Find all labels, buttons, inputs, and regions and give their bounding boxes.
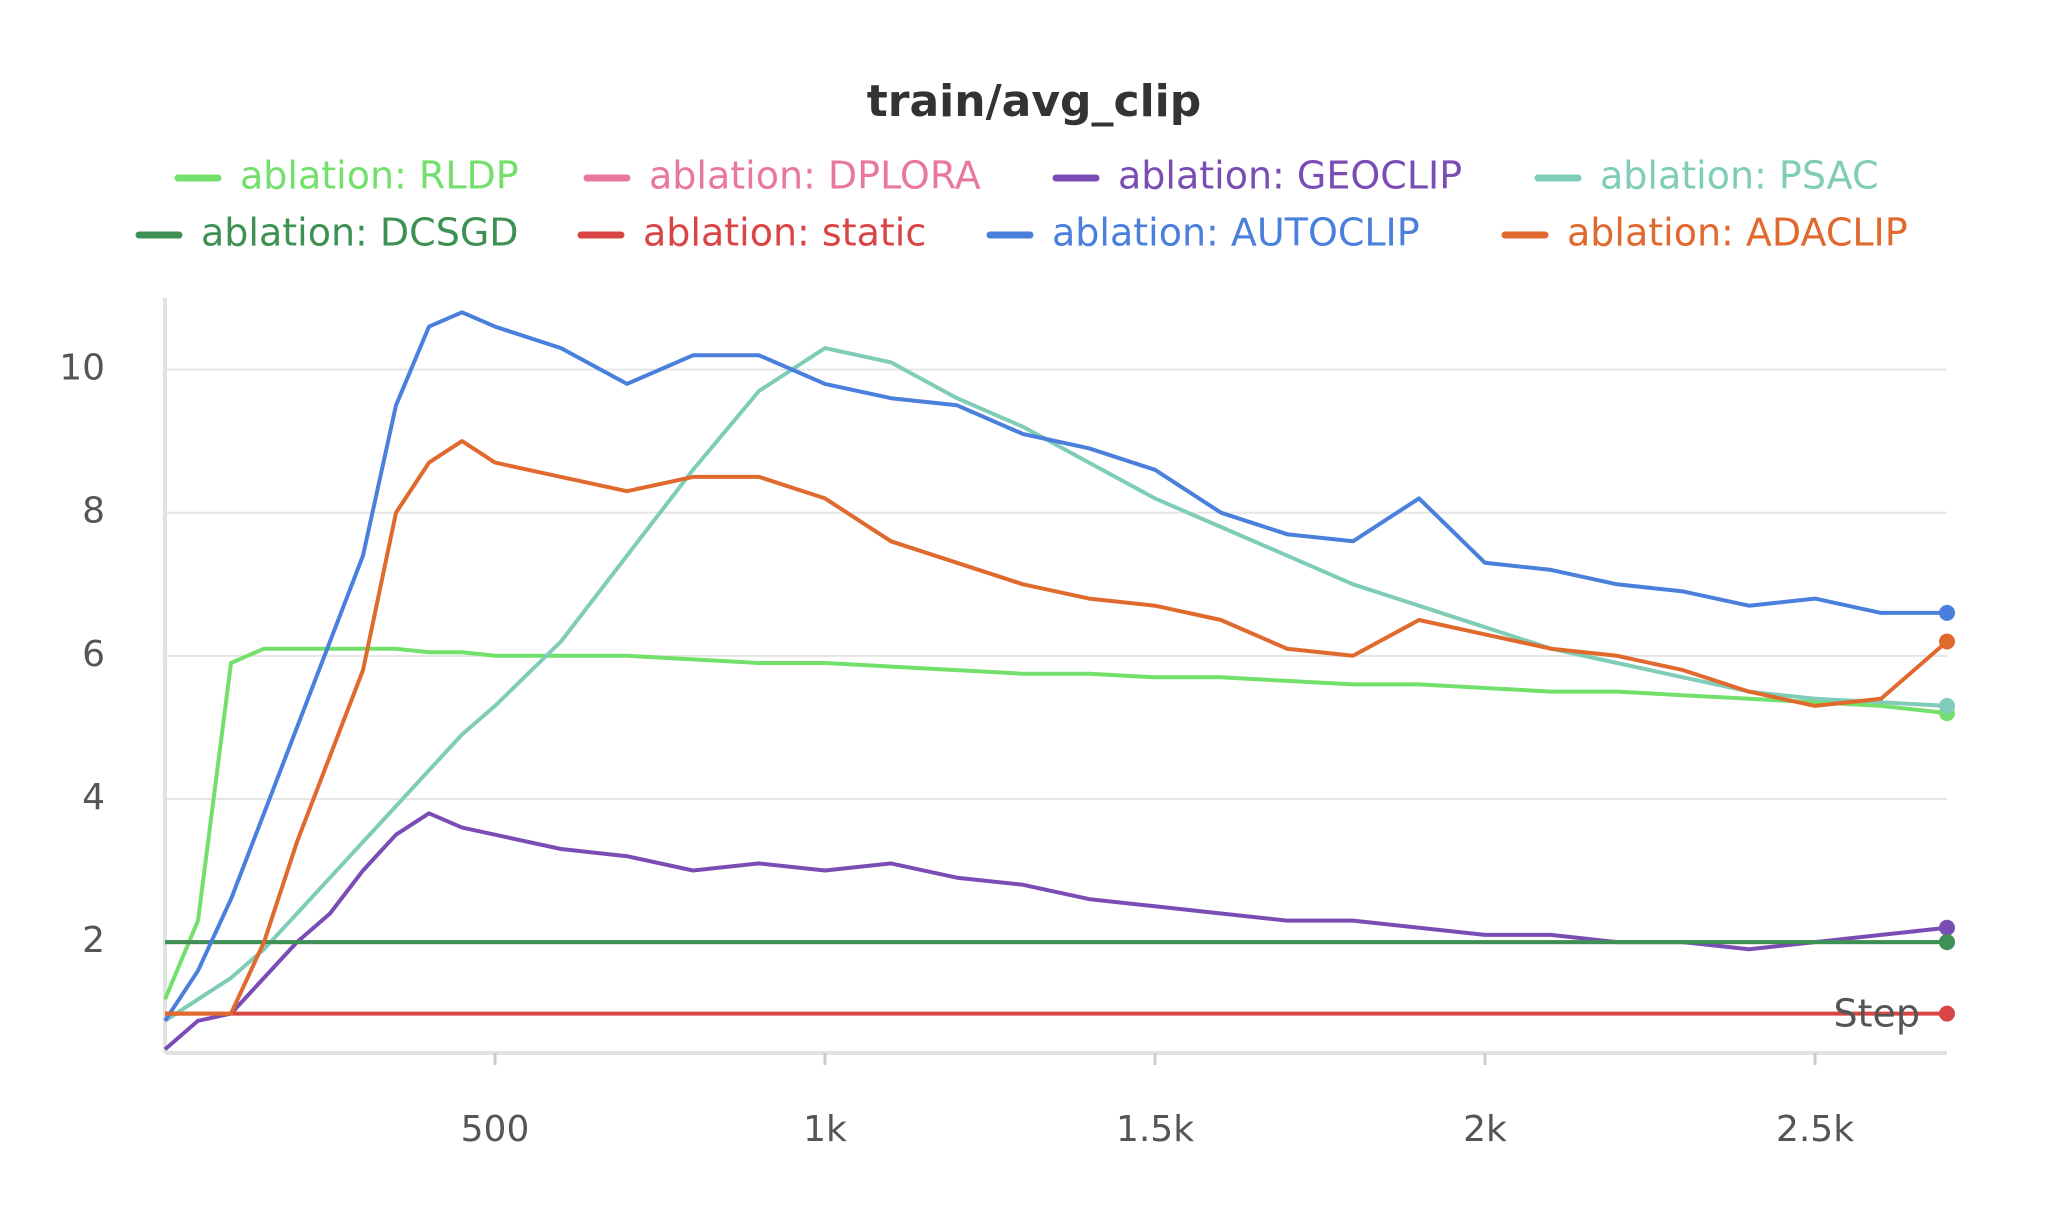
series-line [163, 811, 1948, 1051]
y-tick-label: 8 [82, 491, 105, 532]
y-tick-label: 6 [82, 634, 105, 675]
end-dot [1939, 633, 1955, 650]
y-tick-label: 10 [59, 348, 105, 389]
y-tick-label: 2 [82, 920, 105, 961]
series-line [165, 439, 1949, 1016]
end-dot [1939, 604, 1955, 621]
x-tick-label: 1k [803, 1109, 847, 1150]
legend-label: ablation: GEOCLIP [1118, 154, 1462, 198]
x-tick-label: 500 [461, 1109, 530, 1150]
x-tick-label: 2.5k [1776, 1109, 1854, 1150]
legend-label: ablation: DPLORA [649, 154, 981, 198]
end-dot [1939, 697, 1955, 714]
series-line [163, 310, 1947, 1022]
series-line [163, 646, 1948, 1001]
end-dot [1939, 919, 1955, 936]
chart-title: train/avg_clip [867, 76, 1202, 127]
legend-label: ablation: AUTOCLIP [1052, 211, 1420, 255]
end-dot [1939, 934, 1955, 951]
y-tick-label: 4 [82, 777, 105, 818]
legend-label: ablation: PSAC [1600, 154, 1879, 198]
x-tick-label: 1.5k [1116, 1109, 1194, 1150]
series-line [163, 346, 1948, 1023]
x-tick-label: 2k [1463, 1109, 1507, 1150]
legend-label: ablation: DCSGD [201, 211, 519, 255]
legend-label: ablation: ADACLIP [1567, 211, 1908, 255]
legend-label: ablation: static [643, 211, 926, 255]
x-axis-label: Step [1833, 992, 1920, 1036]
legend-label: ablation: RLDP [240, 154, 519, 198]
end-dot [1939, 1005, 1955, 1022]
